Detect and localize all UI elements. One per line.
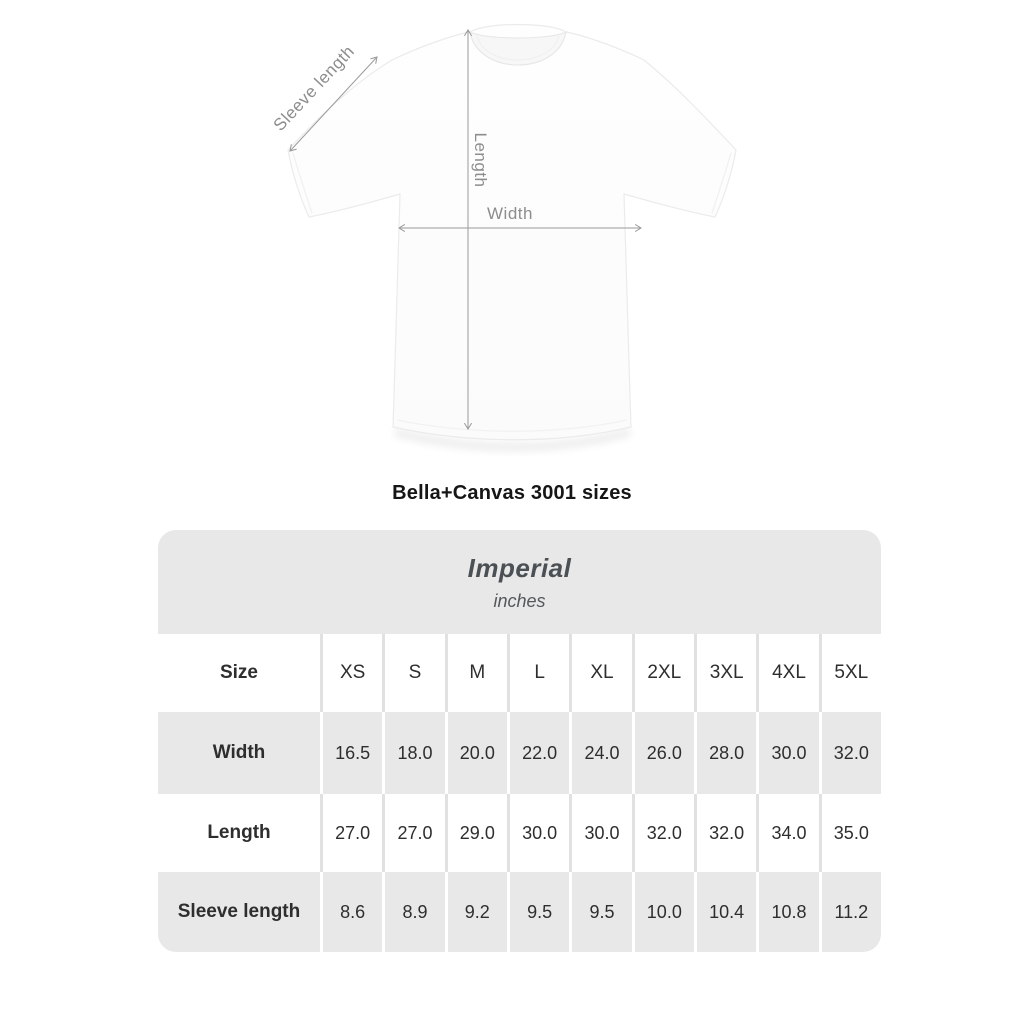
length-xl: 30.0 bbox=[569, 794, 631, 872]
size-chart-table: Imperial inches Size XS S M L XL 2XL 3XL… bbox=[158, 530, 881, 952]
sleeve-length-row: Sleeve length 8.6 8.9 9.2 9.5 9.5 10.0 1… bbox=[158, 872, 881, 952]
length-xs: 27.0 bbox=[320, 794, 382, 872]
sleeve-l: 9.5 bbox=[506, 872, 569, 952]
length-5xl: 35.0 bbox=[818, 794, 881, 872]
width-row: Width 16.5 18.0 20.0 22.0 24.0 26.0 28.0… bbox=[158, 712, 881, 794]
width-s: 18.0 bbox=[382, 712, 444, 794]
table-header-band: Imperial inches bbox=[158, 530, 881, 634]
sleeve-4xl: 10.8 bbox=[756, 872, 818, 952]
sleeve-3xl: 10.4 bbox=[693, 872, 756, 952]
length-row: Length 27.0 27.0 29.0 30.0 30.0 32.0 32.… bbox=[158, 794, 881, 872]
tshirt-collar-front bbox=[469, 31, 567, 66]
row-label-size: Size bbox=[219, 662, 259, 683]
sleeve-s: 8.9 bbox=[382, 872, 444, 952]
units-label: inches bbox=[493, 590, 546, 611]
length-3xl: 32.0 bbox=[693, 794, 756, 872]
length-s: 27.0 bbox=[382, 794, 444, 872]
tshirt-shadow bbox=[395, 428, 630, 451]
tshirt-left-sleeve-seam bbox=[292, 152, 313, 214]
width-4xl: 30.0 bbox=[756, 712, 818, 794]
tshirt-body bbox=[287, 23, 737, 441]
width-3xl: 28.0 bbox=[693, 712, 756, 794]
size-col-m: M bbox=[444, 634, 507, 712]
size-header-row: Size XS S M L XL 2XL 3XL 4XL 5XL bbox=[158, 634, 881, 712]
tshirt-graphic: Length Width Sleeve length bbox=[270, 23, 737, 451]
size-col-4xl: 4XL bbox=[756, 634, 818, 712]
size-col-s: S bbox=[382, 634, 444, 712]
width-xl: 24.0 bbox=[569, 712, 631, 794]
row-label-width: Width bbox=[212, 742, 266, 763]
size-col-xs: XS bbox=[320, 634, 382, 712]
length-2xl: 32.0 bbox=[631, 794, 694, 872]
length-m: 29.0 bbox=[444, 794, 507, 872]
width-l: 22.0 bbox=[506, 712, 569, 794]
row-label-length: Length bbox=[207, 822, 271, 843]
width-m: 20.0 bbox=[444, 712, 507, 794]
length-arrow-label: Length bbox=[471, 133, 490, 188]
tshirt-measurement-diagram: Length Width Sleeve length bbox=[0, 0, 1024, 470]
tshirt-hem-seam bbox=[396, 419, 628, 432]
sleeve-xs: 8.6 bbox=[320, 872, 382, 952]
tshirt-collar-inner bbox=[476, 35, 560, 61]
size-col-5xl: 5XL bbox=[818, 634, 881, 712]
size-col-xl: XL bbox=[569, 634, 631, 712]
size-col-3xl: 3XL bbox=[693, 634, 756, 712]
units-system-label: Imperial bbox=[467, 552, 572, 583]
sleeve-2xl: 10.0 bbox=[631, 872, 694, 952]
width-arrow-label: Width bbox=[487, 204, 533, 223]
size-col-l: L bbox=[506, 634, 569, 712]
sleeve-5xl: 11.2 bbox=[818, 872, 881, 952]
sleeve-m: 9.2 bbox=[444, 872, 507, 952]
width-5xl: 32.0 bbox=[818, 712, 881, 794]
width-2xl: 26.0 bbox=[631, 712, 694, 794]
size-col-2xl: 2XL bbox=[631, 634, 694, 712]
length-l: 30.0 bbox=[506, 794, 569, 872]
length-4xl: 34.0 bbox=[756, 794, 818, 872]
page-title: Bella+Canvas 3001 sizes bbox=[392, 482, 632, 504]
sleeve-xl: 9.5 bbox=[569, 872, 631, 952]
width-xs: 16.5 bbox=[320, 712, 382, 794]
sleeve-length-arrow bbox=[289, 56, 378, 152]
row-label-sleeve-length: Sleeve length bbox=[177, 901, 301, 922]
tshirt-right-sleeve-seam bbox=[711, 152, 732, 214]
